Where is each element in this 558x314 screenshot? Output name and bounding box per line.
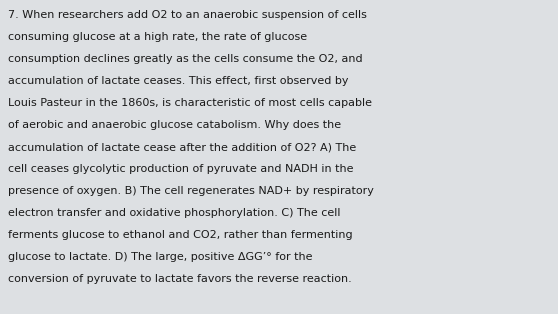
Text: of aerobic and anaerobic glucose catabolism. Why does the: of aerobic and anaerobic glucose catabol… (8, 120, 341, 130)
Text: presence of oxygen. B) The cell regenerates NAD+ by respiratory: presence of oxygen. B) The cell regenera… (8, 186, 374, 196)
Text: Louis Pasteur in the 1860s, is characteristic of most cells capable: Louis Pasteur in the 1860s, is character… (8, 98, 372, 108)
Text: electron transfer and oxidative phosphorylation. C) The cell: electron transfer and oxidative phosphor… (8, 208, 340, 218)
Text: ferments glucose to ethanol and CO2, rather than fermenting: ferments glucose to ethanol and CO2, rat… (8, 230, 353, 240)
Text: accumulation of lactate cease after the addition of O2? A) The: accumulation of lactate cease after the … (8, 142, 356, 152)
Text: glucose to lactate. D) The large, positive ΔGG’° for the: glucose to lactate. D) The large, positi… (8, 252, 312, 262)
Text: conversion of pyruvate to lactate favors the reverse reaction.: conversion of pyruvate to lactate favors… (8, 274, 352, 284)
Text: cell ceases glycolytic production of pyruvate and NADH in the: cell ceases glycolytic production of pyr… (8, 164, 354, 174)
Text: consuming glucose at a high rate, the rate of glucose: consuming glucose at a high rate, the ra… (8, 32, 307, 42)
Text: 7. When researchers add O2 to an anaerobic suspension of cells: 7. When researchers add O2 to an anaerob… (8, 10, 367, 20)
Text: consumption declines greatly as the cells consume the O2, and: consumption declines greatly as the cell… (8, 54, 363, 64)
Text: accumulation of lactate ceases. This effect, first observed by: accumulation of lactate ceases. This eff… (8, 76, 349, 86)
